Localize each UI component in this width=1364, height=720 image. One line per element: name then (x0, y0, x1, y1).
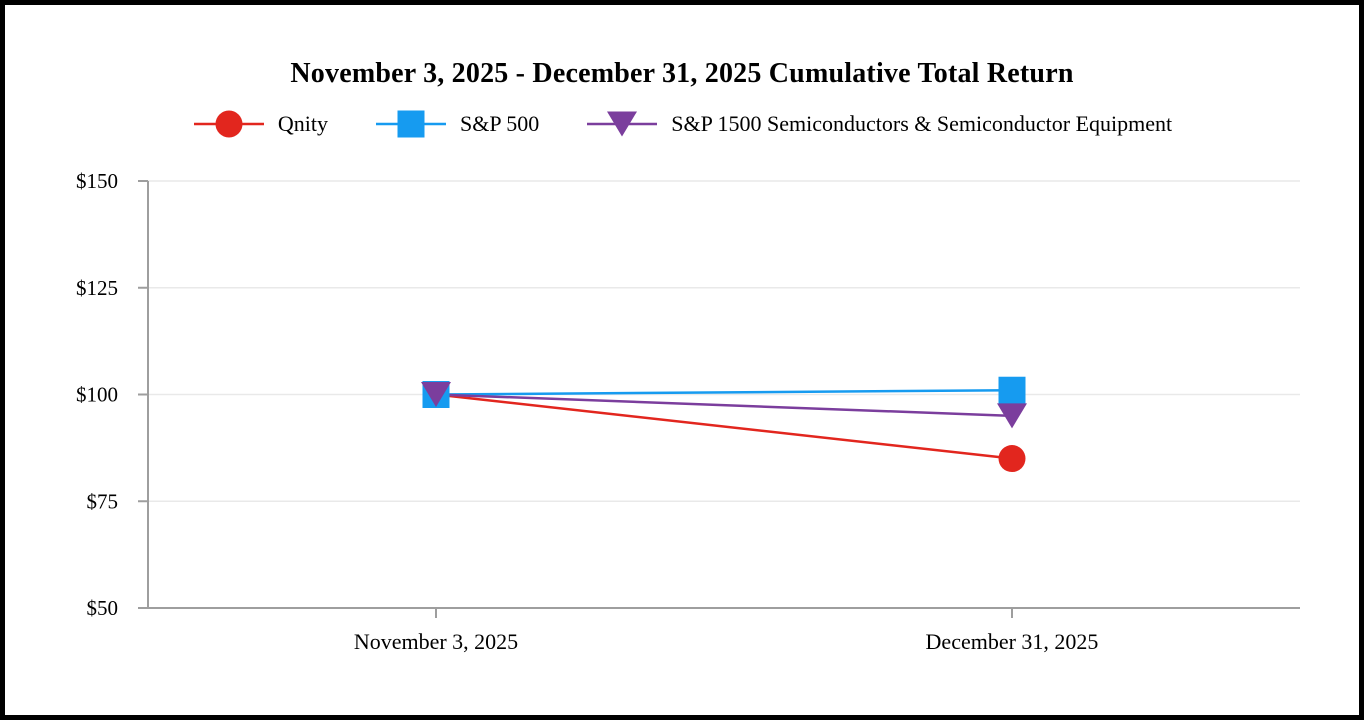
x-category-label: November 3, 2025 (354, 629, 518, 654)
chart-plot-area: $50 $75 $100 $125 $150 November 3, 2025 Decemb… (76, 169, 1300, 654)
legend-label-sp500: S&P 500 (459, 111, 540, 136)
legend-label-sp1500-semiconductors: S&P 1500 Semiconductors & Semiconductor … (671, 111, 1173, 136)
series-line-qnity (435, 393, 1013, 460)
series-line-s-p-500 (435, 388, 1013, 396)
y-tick-label: $125 (76, 276, 118, 300)
series-marker-circle-icon (998, 445, 1026, 473)
y-tick-label: $50 (87, 596, 119, 620)
qnity-circle-icon (193, 110, 264, 138)
series-marker-triangle-down-icon (997, 403, 1027, 429)
y-tick-label: $75 (87, 489, 119, 513)
triangle-down-icon (607, 111, 638, 137)
sp500-square-icon (375, 110, 446, 138)
y-tick-label: $150 (76, 169, 118, 193)
legend-item-qnity: Qnity (192, 108, 328, 140)
series-marker-square-icon (998, 376, 1026, 404)
sp1500-triangle-down-icon (587, 111, 658, 137)
chart-title: November 3, 2025 - December 31, 2025 Cum… (290, 58, 1074, 89)
series-marker-triangle-down-icon (421, 382, 451, 407)
circle-icon (215, 110, 243, 138)
square-icon (397, 110, 425, 138)
x-category-label: December 31, 2025 (926, 629, 1099, 654)
legend-item-sp500: S&P 500 (374, 108, 539, 140)
series-line-s-p-1500-semiconductors-semiconductor-equipment (435, 393, 1013, 418)
chart-legend: Qnity S&P 500 S&P 1500 Semiconductors & … (5, 108, 1359, 140)
legend-label-qnity: Qnity (277, 111, 328, 136)
legend-item-sp1500-semiconductors: S&P 1500 Semiconductors & Semiconductor … (585, 108, 1172, 140)
y-tick-label: $100 (76, 383, 118, 407)
